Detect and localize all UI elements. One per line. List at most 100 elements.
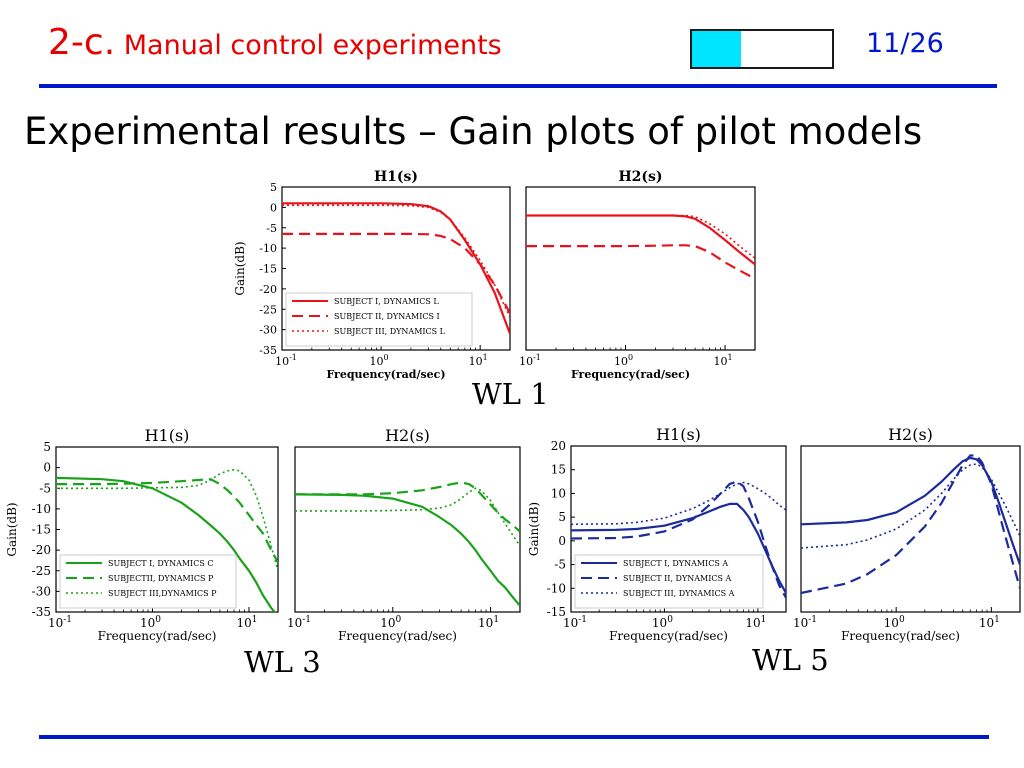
wl5-h1-ytick-label: 10 — [551, 486, 566, 500]
wl3-h1-title: H1(s) — [145, 426, 190, 445]
wl1-h1-ytick-label: 5 — [270, 181, 277, 194]
wl1-h1-series-2 — [282, 232, 510, 314]
wl1-h1-legend-label: SUBJECT II, DYNAMICS I — [334, 312, 440, 321]
wl5-h2-xtick-label: 101 — [979, 615, 1000, 630]
wl5-h1-legend-label: SUBJECT III, DYNAMICS A — [623, 589, 735, 598]
wl3-h2-xtick-label: 100 — [380, 615, 401, 630]
wl3-h1-legend-label: SUBJECT III,DYNAMICS P — [108, 589, 217, 598]
wl3-h1-ytick-label: -15 — [32, 523, 51, 537]
wl3-h1-ytick-label: 5 — [43, 440, 51, 454]
wl3-h1-series-3 — [56, 468, 278, 572]
wl3-h1-xlabel: Frequency(rad/sec) — [98, 629, 217, 643]
wl5-h1-ytick-label: -10 — [547, 581, 566, 595]
wl3-h1-xtick-label: 10-1 — [48, 615, 72, 630]
wl1-h1-ylabel: Gain(dB) — [233, 241, 247, 295]
wl5-label: WL 5 — [752, 643, 829, 677]
wl1-h2-title: H2(s) — [618, 169, 662, 185]
wl3-h2-series-3 — [295, 487, 520, 547]
wl1-h2-frame — [525, 186, 756, 351]
wl3-h2-xtick-label: 101 — [478, 615, 499, 630]
wl5-h1-ytick-label: 5 — [558, 510, 566, 524]
wl3-h2-series-2 — [295, 481, 520, 533]
wl5-h1-xtick-label: 10-1 — [563, 615, 587, 630]
wl5-h1-ytick-label: 15 — [551, 463, 566, 477]
wl5-h1-ytick-label: -15 — [547, 605, 566, 619]
wl3-h1-ytick-label: -30 — [32, 584, 51, 598]
wl3-h1-legend-label: SUBJECT I, DYNAMICS C — [108, 559, 213, 568]
wl5-h1-ylabel: Gain(dB) — [527, 502, 541, 556]
wl5-h2-xtick-label: 10-1 — [793, 615, 817, 630]
wl1-h1-ytick-label: -15 — [259, 263, 277, 276]
wl3-h1-ylabel: Gain(dB) — [5, 502, 19, 556]
wl3-h1-legend-label: SUBJECTII, DYNAMICS P — [108, 574, 214, 583]
wl1-h1-series-3 — [282, 204, 510, 318]
wl1-h2-series-3 — [526, 214, 755, 259]
wl1-h1-ytick-label: -30 — [259, 324, 277, 337]
wl3-label: WL 3 — [244, 645, 321, 679]
wl3-h1-series-1 — [56, 476, 277, 612]
wl5-h1-legend-label: SUBJECT I, DYNAMICS A — [623, 559, 728, 568]
wl5-h1-title: H1(s) — [656, 425, 701, 444]
wl5-h2-xtick-label: 100 — [884, 615, 905, 630]
header-rule — [39, 84, 997, 88]
wl1-h2-xlabel: Frequency(rad/sec) — [571, 368, 690, 381]
wl1-h1-ytick-label: -35 — [259, 344, 277, 357]
wl1-h1-ytick-label: -5 — [266, 222, 277, 235]
wl3-h1-xtick-label: 101 — [236, 615, 257, 630]
section-number: 2-c. — [48, 22, 116, 63]
wl3-h2-title: H2(s) — [385, 426, 430, 445]
wl5-h1-xtick-label: 101 — [745, 615, 766, 630]
wl1-h1-ytick-label: -10 — [259, 242, 277, 255]
wl1-h1-xlabel: Frequency(rad/sec) — [326, 368, 445, 381]
wl1-h2-series-2 — [526, 244, 755, 280]
progress-fill — [692, 31, 741, 67]
wl3-h1-ytick-label: -5 — [39, 481, 51, 495]
wl5-h1-xtick-label: 100 — [652, 615, 673, 630]
wl5-h1-ytick-label: -5 — [554, 558, 566, 572]
wl1-h1-xtick-label: 101 — [469, 353, 488, 368]
wl5-h1-xlabel: Frequency(rad/sec) — [609, 629, 728, 643]
wl1-h1-xtick-label: 10-1 — [275, 353, 297, 368]
wl5-h1-series-3 — [571, 481, 786, 526]
wl5-h2-frame — [800, 445, 1021, 613]
wl5-h2-series-2 — [801, 454, 1020, 595]
wl1-h1-title: H1(s) — [374, 169, 418, 185]
wl1-h2-series-1 — [526, 214, 755, 266]
wl3-h1-ytick-label: -10 — [32, 502, 51, 516]
wl5-h2-xlabel: Frequency(rad/sec) — [841, 629, 960, 643]
wl3-h1-ytick-label: 0 — [43, 461, 51, 475]
wl3-h2-frame — [294, 446, 521, 613]
wl1-h1-ytick-label: -25 — [259, 303, 277, 316]
wl1-h1-xtick-label: 100 — [370, 353, 389, 368]
wl3-h1-ytick-label: -35 — [32, 605, 51, 619]
wl1-h1-ytick-label: 0 — [270, 201, 277, 214]
wl5-h1-ytick-label: 0 — [558, 534, 566, 548]
wl1-h1-series-1 — [282, 202, 510, 335]
wl1-h2-xtick-label: 101 — [713, 353, 732, 368]
wl1-h1-legend-label: SUBJECT III, DYNAMICS L — [334, 327, 446, 336]
wl3-h2-series-1 — [295, 493, 520, 607]
wl3-h2-xlabel: Frequency(rad/sec) — [338, 629, 457, 643]
section-title: 2-c. Manual control experiments — [48, 22, 502, 63]
progress-bar — [690, 29, 834, 69]
page-number: 11/26 — [866, 28, 944, 59]
wl3-h1-xtick-label: 100 — [140, 615, 161, 630]
wl5-h1-series-2 — [571, 480, 786, 599]
wl5-h2-title: H2(s) — [888, 425, 933, 444]
wl5-h1-ytick-label: 20 — [551, 439, 566, 453]
wl1-label: WL 1 — [472, 377, 549, 411]
wl5-h2-series-3 — [801, 463, 1020, 549]
wl3-h1-series-2 — [56, 478, 278, 564]
wl3-h2-xtick-label: 10-1 — [287, 615, 311, 630]
wl1-h1-ytick-label: -20 — [259, 283, 277, 296]
wl1-h1-legend-label: SUBJECT I, DYNAMICS L — [334, 297, 439, 306]
wl5-h1-series-1 — [571, 502, 786, 594]
section-title-text: Manual control experiments — [123, 30, 502, 61]
wl1-h2-xtick-label: 100 — [614, 353, 633, 368]
slide-subtitle: Experimental results – Gain plots of pil… — [24, 110, 923, 153]
footer-rule — [39, 735, 989, 739]
wl3-h1-ytick-label: -25 — [32, 564, 51, 578]
wl3-h1-ytick-label: -20 — [32, 543, 51, 557]
wl1-h2-xtick-label: 10-1 — [519, 353, 541, 368]
